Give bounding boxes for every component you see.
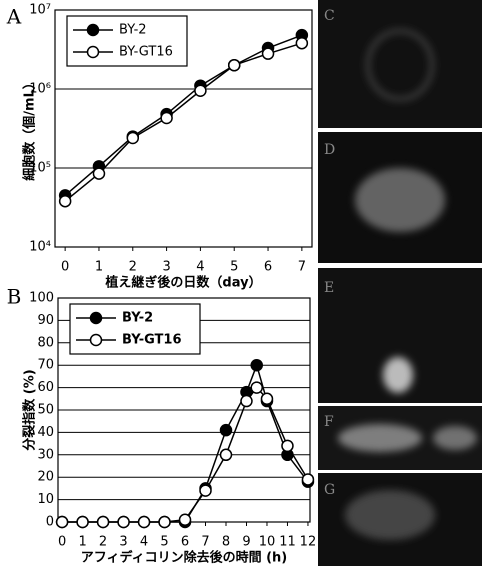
legend-label: BY-2 <box>119 23 147 38</box>
x-tick-label: 10 <box>259 535 276 550</box>
y-tick-label: 20 <box>37 470 54 485</box>
x-tick-label: 4 <box>196 260 204 275</box>
x-tick-label: 11 <box>279 535 296 550</box>
micrograph-c <box>318 0 482 128</box>
y-tick-label: 80 <box>37 335 54 350</box>
y-tick-label: 40 <box>37 425 54 440</box>
image-label: F <box>324 414 334 430</box>
image-label: D <box>324 142 335 158</box>
y-tick-label: 10⁴ <box>29 240 51 255</box>
y-tick-label: 90 <box>37 313 54 328</box>
data-point <box>158 515 171 529</box>
y-tick-label: 70 <box>37 358 54 373</box>
data-point <box>301 473 315 486</box>
data-point <box>281 439 294 453</box>
legend-marker <box>86 45 100 59</box>
y-tick-label: 0 <box>46 515 54 530</box>
x-tick-label: 12 <box>300 535 317 550</box>
y-tick-label: 50 <box>37 403 54 418</box>
data-point <box>219 423 233 437</box>
x-tick-label: 5 <box>230 260 238 275</box>
y-tick-label: 10⁵ <box>29 161 51 176</box>
x-tick-label: 0 <box>58 535 66 550</box>
x-tick-label: 2 <box>129 260 137 275</box>
data-point <box>96 515 110 529</box>
data-point <box>92 167 106 180</box>
cell <box>366 29 434 101</box>
x-tick-label: 7 <box>298 260 306 275</box>
data-point <box>137 515 151 529</box>
data-point <box>240 394 253 408</box>
data-point <box>194 84 207 98</box>
x-tick-label: 3 <box>119 535 127 550</box>
legend-label: BY-GT16 <box>122 333 182 348</box>
cell <box>345 490 435 540</box>
legend-label: BY-2 <box>122 311 153 326</box>
y-axis-title: 分裂指数 (%) <box>22 369 38 450</box>
data-point <box>219 448 233 462</box>
image-label: E <box>324 280 334 296</box>
y-tick-label: 10 <box>37 492 54 507</box>
image-label: G <box>324 482 335 498</box>
data-point <box>261 47 275 60</box>
cell <box>433 426 477 450</box>
data-point <box>199 484 212 497</box>
data-point <box>250 358 263 372</box>
x-tick-label: 6 <box>181 535 189 550</box>
x-axis-title: アフィディコリン除去後の時間 (h) <box>81 550 288 566</box>
x-tick-label: 9 <box>242 535 250 550</box>
data-point <box>295 36 309 50</box>
cell <box>338 424 422 452</box>
data-point <box>126 131 140 145</box>
y-axis-title: 細胞数（個/mL） <box>22 76 38 181</box>
legend-box <box>69 303 201 355</box>
y-tick-label: 60 <box>37 380 54 395</box>
plot-frame <box>54 9 313 248</box>
data-point <box>117 515 130 529</box>
series-line <box>64 34 303 196</box>
x-tick-label: 4 <box>140 535 148 550</box>
x-tick-label: 1 <box>95 260 103 275</box>
micrographs: C D E F G <box>318 0 482 566</box>
data-point <box>76 515 89 529</box>
x-tick-label: 3 <box>162 260 170 275</box>
x-tick-label: 5 <box>160 535 168 550</box>
legend-box <box>66 15 188 67</box>
cell <box>355 168 445 232</box>
data-point <box>160 111 173 125</box>
data-point <box>178 513 192 527</box>
x-tick-label: 7 <box>201 535 209 550</box>
y-tick-label: 30 <box>37 447 54 462</box>
x-axis-title: 植え継ぎ後の日数（day） <box>104 275 261 291</box>
cell <box>383 357 413 393</box>
y-tick-label: 10⁶ <box>29 82 51 97</box>
data-point <box>55 515 69 529</box>
legend-label: BY-GT16 <box>119 45 173 60</box>
panel-label: A <box>6 5 22 29</box>
y-tick-label: 10⁷ <box>29 3 51 18</box>
legend-marker <box>89 311 103 325</box>
series-line <box>62 362 309 523</box>
image-label: C <box>324 8 335 24</box>
legend-marker <box>89 333 103 347</box>
data-point <box>260 392 274 406</box>
data-point <box>250 381 263 394</box>
x-tick-label: 0 <box>61 260 69 275</box>
x-tick-label: 1 <box>78 535 86 550</box>
panel-label: B <box>7 285 22 309</box>
data-point <box>58 194 72 208</box>
legend-marker <box>86 23 100 37</box>
x-tick-label: 2 <box>99 535 107 550</box>
x-tick-label: 8 <box>222 535 230 550</box>
y-tick-label: 100 <box>29 291 54 306</box>
x-tick-label: 6 <box>264 260 272 275</box>
data-point <box>227 58 241 72</box>
